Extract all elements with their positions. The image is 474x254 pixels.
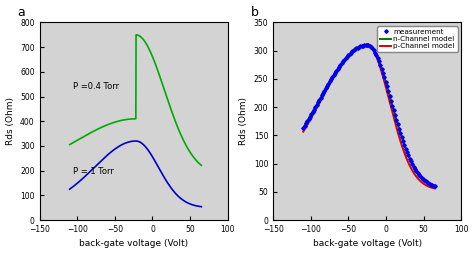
measurement [331, 73, 337, 76]
measurement [380, 72, 386, 75]
Line: measurement: measurement [302, 44, 436, 187]
p-Channel model [365, 43, 370, 46]
p-Channel model [400, 146, 405, 149]
measurement [427, 182, 432, 185]
measurement [370, 47, 375, 50]
Legend: measurement, n-Channel model, p-Channel model: measurement, n-Channel model, p-Channel … [377, 26, 457, 52]
measurement [301, 126, 306, 129]
Y-axis label: Rds (Ohm): Rds (Ohm) [239, 97, 248, 145]
Line: p-Channel model: p-Channel model [303, 45, 435, 188]
measurement [364, 43, 370, 46]
n-Channel model [400, 139, 405, 142]
measurement [432, 185, 438, 188]
n-Channel model [301, 126, 306, 129]
Line: n-Channel model: n-Channel model [303, 45, 435, 186]
measurement [326, 82, 331, 85]
X-axis label: back-gate voltage (Volt): back-gate voltage (Volt) [312, 240, 422, 248]
Text: P =0.4 Torr: P =0.4 Torr [73, 82, 119, 91]
Text: P = 1 Torr: P = 1 Torr [73, 167, 114, 176]
p-Channel model [301, 130, 306, 133]
n-Channel model [334, 68, 340, 71]
X-axis label: back-gate voltage (Volt): back-gate voltage (Volt) [79, 240, 188, 248]
n-Channel model [378, 66, 384, 69]
p-Channel model [389, 107, 394, 110]
n-Channel model [432, 185, 438, 188]
Y-axis label: Rds (Ohm): Rds (Ohm) [6, 97, 15, 145]
p-Channel model [432, 187, 438, 190]
Text: a: a [17, 6, 25, 19]
measurement [423, 180, 428, 183]
p-Channel model [324, 88, 329, 91]
p-Channel model [334, 70, 340, 73]
n-Channel model [389, 101, 394, 104]
n-Channel model [360, 44, 365, 47]
n-Channel model [324, 86, 329, 89]
p-Channel model [378, 68, 384, 71]
n-Channel model [365, 43, 370, 46]
Text: b: b [251, 6, 258, 19]
p-Channel model [360, 44, 365, 47]
